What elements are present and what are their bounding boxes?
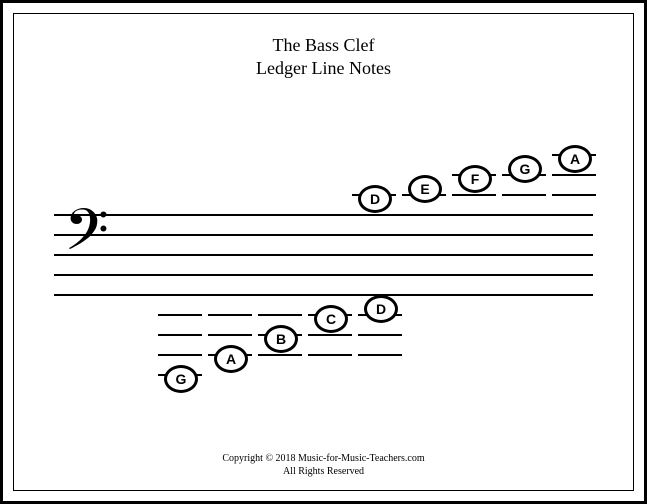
note-e: E xyxy=(408,175,442,203)
staff-line xyxy=(54,274,593,276)
ledger-line xyxy=(158,334,202,336)
note-b: B xyxy=(264,325,298,353)
copyright-line-1: Copyright © 2018 Music-for-Music-Teacher… xyxy=(14,452,633,465)
ledger-line xyxy=(552,174,596,176)
ledger-line xyxy=(358,334,402,336)
ledger-line xyxy=(308,354,352,356)
note-d: D xyxy=(364,295,398,323)
ledger-line xyxy=(258,314,302,316)
title-block: The Bass Clef Ledger Line Notes xyxy=(14,34,633,81)
note-c: C xyxy=(314,305,348,333)
staff-line xyxy=(54,234,593,236)
staff-line xyxy=(54,294,593,296)
ledger-line xyxy=(552,194,596,196)
note-g: G xyxy=(508,155,542,183)
title-line-1: The Bass Clef xyxy=(14,34,633,57)
ledger-line xyxy=(258,354,302,356)
ledger-line xyxy=(208,314,252,316)
footer: Copyright © 2018 Music-for-Music-Teacher… xyxy=(14,452,633,478)
title-line-2: Ledger Line Notes xyxy=(14,57,633,80)
ledger-line xyxy=(358,354,402,356)
ledger-line xyxy=(308,334,352,336)
note-a: A xyxy=(558,145,592,173)
staff-line xyxy=(54,254,593,256)
ledger-line xyxy=(158,354,202,356)
note-d: D xyxy=(358,185,392,213)
ledger-line xyxy=(158,314,202,316)
ledger-line xyxy=(502,194,546,196)
ledger-line xyxy=(208,334,252,336)
copyright-line-2: All Rights Reserved xyxy=(14,465,633,478)
staff-line xyxy=(54,214,593,216)
note-a: A xyxy=(214,345,248,373)
page-frame: The Bass Clef Ledger Line Notes 𝄢GABCDDE… xyxy=(0,0,647,504)
inner-frame: The Bass Clef Ledger Line Notes 𝄢GABCDDE… xyxy=(13,13,634,491)
ledger-line xyxy=(452,194,496,196)
bass-clef: 𝄢 xyxy=(64,204,109,274)
note-g: G xyxy=(164,365,198,393)
note-f: F xyxy=(458,165,492,193)
